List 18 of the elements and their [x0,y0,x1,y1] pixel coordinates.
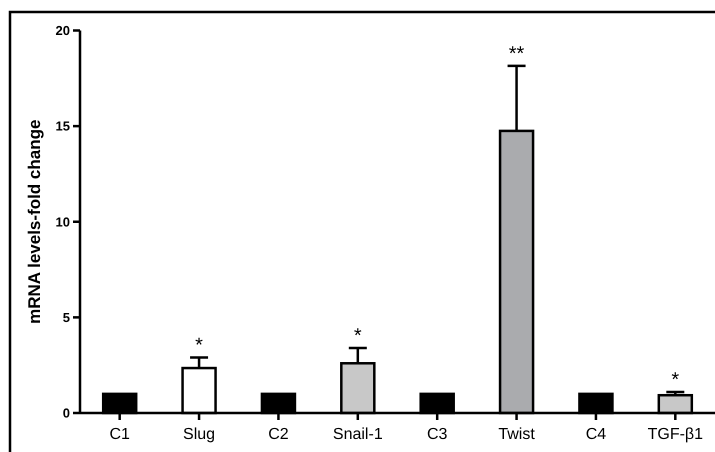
x-tick-label: C3 [426,426,448,443]
y-tick-label: 20 [56,23,70,38]
x-tick-label: C1 [109,426,130,443]
y-tick-label: 15 [56,118,70,134]
x-tick-label: Slug [183,426,216,443]
annotation: ** [508,42,525,65]
x-tick-label: C4 [586,426,606,443]
y-axis-title: mRNA levels-fold change [25,120,44,324]
y-tick-label: 5 [62,310,70,325]
y-tick-label: 0 [62,406,70,421]
x-tick-label: Twist [498,426,536,443]
annotation: * [354,324,362,347]
y-tick-label: 10 [56,214,70,230]
annotation: * [671,368,680,391]
x-tick-label: C2 [268,426,289,443]
annotation: * [195,334,204,357]
x-tick-label: Snail-1 [332,426,383,443]
x-tick-label: TGF-β1 [648,426,704,443]
